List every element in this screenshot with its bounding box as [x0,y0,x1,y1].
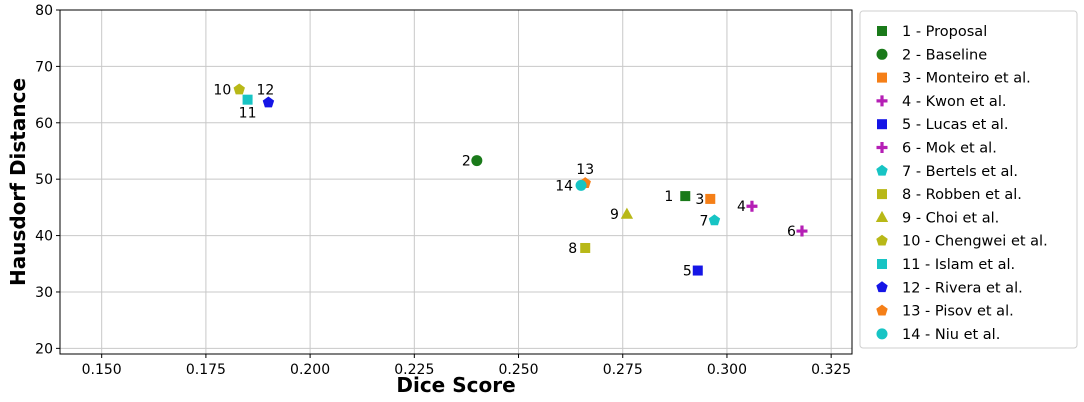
legend-label: 5 - Lucas et al. [902,117,1008,133]
legend-marker-6 [876,142,888,153]
x-tick-label: 0.175 [186,362,226,378]
point-label-3: 3 [695,192,704,208]
legend-label: 2 - Baseline [902,47,987,63]
legend-marker-11 [877,259,887,269]
y-tick-label: 80 [35,3,53,19]
legend-box [859,10,1078,349]
legend-marker-13 [876,304,888,316]
point-label-9: 9 [610,207,619,223]
data-point-8 [580,242,591,253]
legend-item-6: 6 - Mok et al. [876,141,997,157]
legend-label: 6 - Mok et al. [902,141,997,157]
data-point-7 [708,214,721,226]
legend-label: 8 - Robben et al. [902,187,1022,203]
data-point-11 [242,94,253,105]
legend-item-2: 2 - Baseline [876,47,987,63]
legend-marker-2 [876,48,888,60]
data-point-10 [233,83,245,95]
point-label-6: 6 [787,224,796,240]
legend-label: 7 - Bertels et al. [902,164,1018,180]
point-label-14: 14 [555,178,573,194]
legend-marker-8 [877,189,887,200]
x-tick-label: 0.275 [603,362,643,378]
legend-label: 14 - Niu et al. [902,327,1000,343]
point-label-10: 10 [213,83,231,99]
point-label-12: 12 [257,82,275,98]
legend-item-1: 1 - Proposal [877,24,987,40]
point-label-1: 1 [664,189,673,205]
x-tick-label: 0.225 [394,362,434,378]
y-tick-label: 20 [35,341,53,357]
point-label-4: 4 [737,199,746,215]
point-label-13: 13 [576,162,594,178]
legend-item-3: 3 - Monteiro et al. [877,71,1031,87]
legend-item-12: 12 - Rivera et al. [876,280,1023,296]
legend-marker-14 [876,328,888,340]
data-point-14 [575,179,587,191]
data-point-2 [471,155,483,167]
legend-marker-4 [876,95,888,107]
legend-marker-9 [875,210,889,222]
legend-label: 11 - Islam et al. [902,257,1015,273]
legend-marker-7 [876,164,888,176]
legend-item-9: 9 - Choi et al. [875,210,999,226]
x-tick-label: 0.200 [290,362,330,378]
legend-item-7: 7 - Bertels et al. [876,164,1018,180]
legend: 1 - Proposal 2 - Baseline 3 - Monteiro et … [859,10,1078,349]
data-points [233,83,808,276]
x-tick-label: 0.300 [707,362,747,378]
legend-item-4: 4 - Kwon et al. [876,94,1006,110]
x-tick-label: 0.150 [82,362,122,378]
legend-item-5: 5 - Lucas et al. [877,117,1008,133]
y-tick-label: 70 [35,59,53,75]
legend-marker-10 [876,234,888,246]
y-axis-label: Hausdorf Distance [6,78,30,286]
legend-item-11: 11 - Islam et al. [877,257,1015,273]
data-point-3 [705,193,716,204]
data-point-12 [262,96,275,108]
legend-label: 13 - Pisov et al. [902,304,1014,320]
point-label-2: 2 [462,154,471,170]
grid-lines [60,9,852,354]
y-tick-label: 30 [35,285,53,301]
legend-item-13: 13 - Pisov et al. [876,304,1014,320]
data-point-6 [796,225,808,237]
legend-marker-5 [877,119,887,130]
legend-marker-1 [877,26,887,36]
point-label-11: 11 [239,106,257,122]
point-label-7: 7 [700,213,709,229]
data-point-5 [692,265,703,276]
legend-item-10: 10 - Chengwei et al. [876,234,1048,250]
legend-label: 1 - Proposal [902,24,987,40]
x-axis-label: Dice Score [396,373,515,397]
y-tick-label: 50 [35,172,53,188]
legend-label: 9 - Choi et al. [902,210,999,226]
legend-item-8: 8 - Robben et al. [877,187,1022,203]
x-tick-label: 0.250 [498,362,538,378]
plot-area [59,9,853,355]
x-tick-label: 0.325 [811,362,851,378]
point-label-8: 8 [568,241,577,257]
legend-label: 4 - Kwon et al. [902,94,1006,110]
y-tick-label: 40 [35,229,53,245]
data-point-1 [680,191,691,202]
point-label-5: 5 [683,264,692,280]
y-tick-label: 60 [35,116,53,132]
legend-label: 12 - Rivera et al. [902,280,1023,296]
legend-label: 3 - Monteiro et al. [902,71,1031,87]
data-point-4 [746,200,758,212]
legend-marker-3 [877,72,887,83]
data-point-9 [620,207,634,219]
legend-label: 10 - Chengwei et al. [902,234,1048,250]
legend-marker-12 [876,281,888,293]
axis-ticks: 0.150 0.175 0.200 0.225 0.250 0.275 0.300 0.325… [35,3,851,378]
legend-item-14: 14 - Niu et al. [876,327,1000,343]
